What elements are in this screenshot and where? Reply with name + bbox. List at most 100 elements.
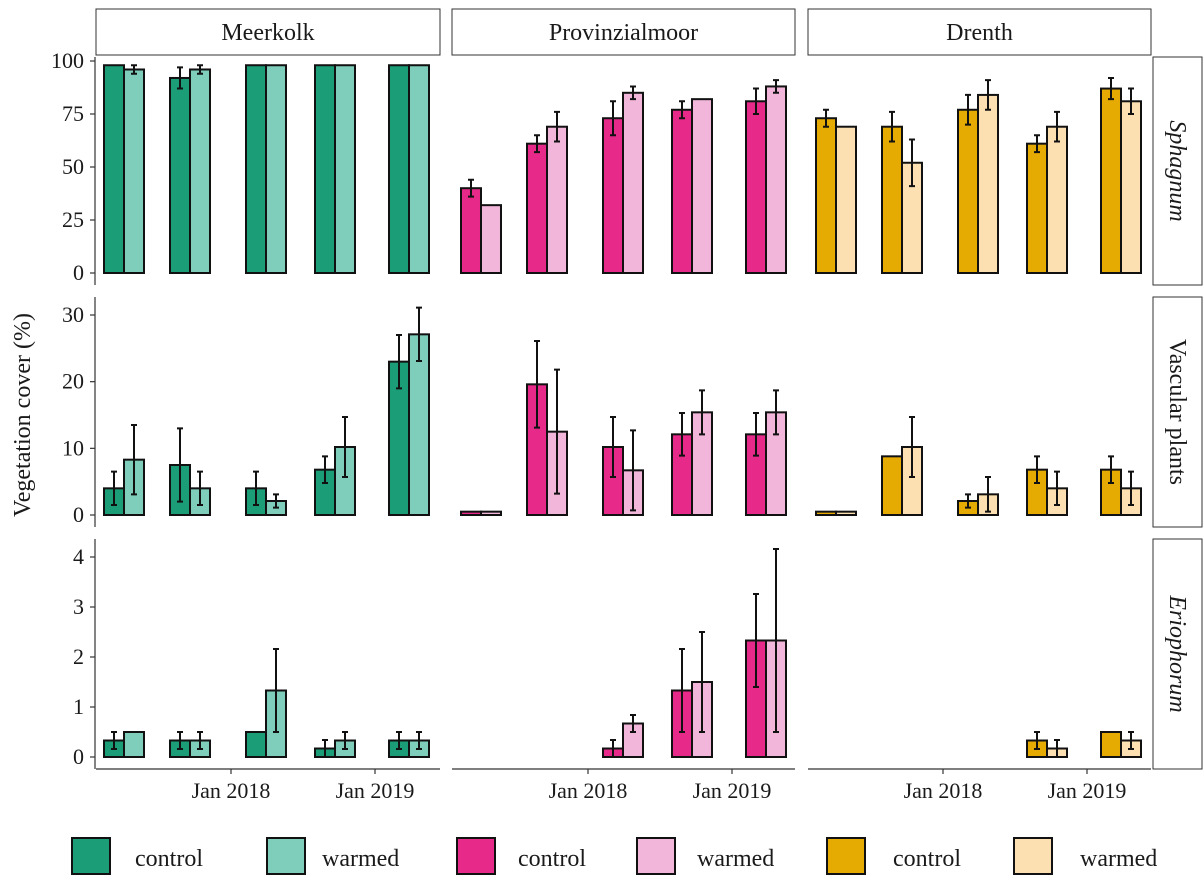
strip-sphagnum: [1152, 56, 1203, 286]
y-tick-label: 25: [62, 207, 84, 232]
bar-provinzialmoor-control: [745, 100, 767, 274]
bar-provinzialmoor-warmed: [546, 125, 568, 274]
error-bar: [534, 340, 540, 429]
error-bar: [630, 714, 636, 733]
x-axis-drenth: Jan 2018 Jan 2019: [808, 768, 1151, 803]
error-bar: [985, 476, 991, 513]
y-tick-label: 75: [62, 101, 84, 126]
y-tick-label: 0: [73, 260, 84, 285]
legend-label: warmed: [697, 846, 774, 872]
bar-meerkolk-control: [314, 64, 336, 274]
bar-meerkolk-warmed: [123, 68, 145, 275]
bar-meerkolk-control: [245, 731, 267, 758]
legend-swatch: [266, 837, 306, 875]
strip-label-drenth: Drenth: [946, 20, 1013, 46]
legend-item-provinzialmoor-control: control: [456, 837, 586, 875]
x-tick-label: Jan 2018: [549, 778, 628, 803]
error-bar: [753, 593, 759, 688]
panel-vascular-plants-provinzialmoor: [460, 340, 787, 517]
x-tick-label: Jan 2019: [1048, 778, 1127, 803]
bar-drenth-control: [1100, 731, 1122, 758]
y-tick-label: 1: [73, 694, 84, 719]
y-tick-label: 20: [62, 369, 84, 394]
legend-item-meerkolk-control: control: [71, 837, 203, 875]
bar-meerkolk-control: [245, 64, 267, 274]
bar-drenth-control: [957, 108, 979, 275]
error-bar: [909, 416, 915, 478]
error-bar: [1128, 87, 1134, 115]
error-bar: [396, 334, 402, 390]
y-axis-sphagnum: 0 25 50 75 100: [51, 48, 96, 285]
error-bar: [1054, 739, 1060, 758]
strip-label-vascular-plants: Vascular plants: [1164, 339, 1190, 485]
error-bar: [1034, 134, 1040, 154]
error-bar: [111, 731, 117, 750]
legend-item-meerkolk-warmed: warmed: [266, 837, 399, 875]
bar-drenth-control: [815, 510, 837, 516]
error-bar: [1128, 731, 1134, 750]
panel-sphagnum-meerkolk: [103, 64, 430, 275]
strip-label-eriophorum: Eriophorum: [1164, 594, 1190, 712]
bar-meerkolk-control: [169, 76, 191, 274]
error-bar: [610, 100, 616, 137]
bar-provinzialmoor-warmed: [622, 91, 644, 274]
y-tick-label: 0: [73, 502, 84, 527]
error-bar: [177, 731, 183, 750]
strip-vascular-plants: [1152, 296, 1203, 528]
error-bar: [342, 416, 348, 478]
error-bar: [396, 731, 402, 750]
bar-meerkolk-control: [388, 64, 410, 274]
panel-sphagnum-provinzialmoor: [460, 79, 787, 275]
bar-drenth-control: [881, 455, 903, 517]
strip-label-meerkolk: Meerkolk: [221, 20, 314, 46]
error-bar: [679, 412, 685, 457]
error-bar: [131, 424, 137, 496]
strip-eriophorum: [1152, 538, 1203, 770]
y-axis-vascular-plants: 0 10 20 30: [62, 297, 96, 527]
bar-meerkolk-warmed: [123, 731, 145, 758]
error-bar: [416, 306, 422, 362]
legend-label: control: [518, 846, 586, 872]
legend-swatch: [71, 837, 111, 875]
bar-provinzialmoor-warmed: [480, 204, 502, 274]
strip-provinzialmoor: [451, 8, 796, 56]
x-tick-label: Jan 2019: [693, 778, 772, 803]
bar-drenth-warmed: [977, 93, 999, 274]
error-bar: [1108, 76, 1114, 101]
error-bar: [273, 493, 279, 509]
error-bar: [1034, 455, 1040, 484]
legend-item-drenth-warmed: warmed: [1013, 837, 1157, 875]
error-bar: [1108, 455, 1114, 484]
error-bar: [177, 66, 183, 90]
error-bar: [1034, 731, 1040, 750]
bar-provinzialmoor-control: [602, 117, 624, 274]
error-bar: [909, 138, 915, 188]
legend-swatch: [636, 837, 676, 875]
strip-meerkolk: [95, 8, 441, 56]
x-axis-provinzialmoor: Jan 2018 Jan 2019: [452, 768, 795, 803]
error-bar: [773, 389, 779, 436]
error-bar: [699, 631, 705, 733]
legend-label: warmed: [1080, 846, 1157, 872]
bar-drenth-warmed: [835, 125, 857, 274]
y-tick-label: 50: [62, 154, 84, 179]
x-tick-label: Jan 2018: [904, 778, 983, 803]
bar-drenth-warmed: [1120, 100, 1142, 274]
bar-drenth-control: [881, 125, 903, 274]
y-tick-label: 10: [62, 435, 84, 460]
error-bar: [630, 85, 636, 101]
bar-provinzialmoor-control: [526, 142, 548, 274]
bar-provinzialmoor-warmed: [480, 510, 502, 516]
bar-provinzialmoor-control: [460, 510, 482, 516]
y-tick-label: 0: [73, 744, 84, 769]
error-bar: [753, 412, 759, 457]
panel-eriophorum-drenth: [1026, 731, 1142, 758]
error-bar: [985, 79, 991, 111]
error-bar: [965, 93, 971, 126]
error-bar: [1128, 470, 1134, 506]
error-bar: [554, 110, 560, 143]
error-bar: [554, 368, 560, 495]
y-axis-label: Vegetation cover (%): [10, 313, 36, 517]
bar-drenth-warmed: [835, 510, 857, 516]
